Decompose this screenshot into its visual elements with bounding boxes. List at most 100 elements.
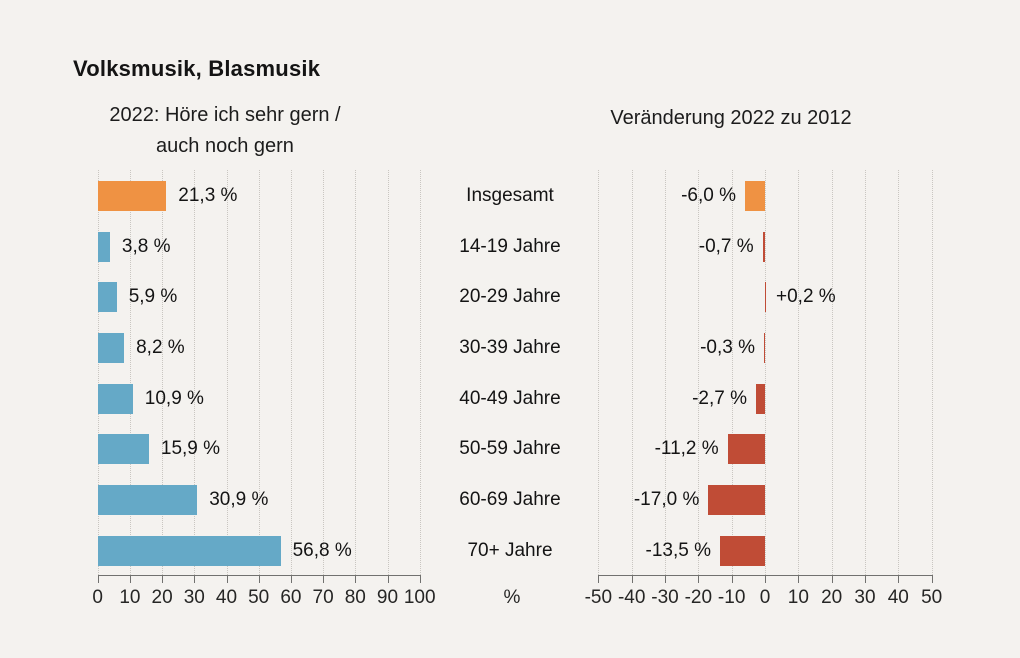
gridline <box>290 170 292 575</box>
value-label-change: +0,2 % <box>776 286 836 308</box>
value-label-2022: 56,8 % <box>292 539 352 561</box>
axis-tick <box>765 575 766 583</box>
gridline <box>419 170 421 575</box>
gridline <box>631 170 633 575</box>
right-chart-title: Veränderung 2022 zu 2012 <box>610 107 852 129</box>
gridline <box>864 170 866 575</box>
bar-2022-insgesamt <box>97 181 167 211</box>
axis-tick <box>258 575 260 583</box>
bar-2022-50-59-jahre <box>97 434 149 465</box>
bar-change-insgesamt <box>745 181 765 211</box>
bar-change-70-jahre <box>720 535 765 566</box>
axis-tick-label: 10 <box>119 587 141 608</box>
axis-tick-label: 30 <box>183 587 205 608</box>
value-label-2022: 15,9 % <box>160 438 221 460</box>
gridline <box>162 170 164 575</box>
value-label-change: -0,7 % <box>698 235 754 257</box>
axis-tick <box>355 575 357 583</box>
value-label-change: -11,2 % <box>654 438 719 460</box>
gridline <box>194 170 196 575</box>
gridline <box>698 170 700 575</box>
axis-tick-label: 0 <box>92 587 103 608</box>
value-label-2022: 21,3 % <box>178 185 238 206</box>
axis-tick-label: 80 <box>344 587 366 608</box>
axis-tick-label: -20 <box>684 587 713 608</box>
gridline <box>798 170 800 575</box>
axis-tick-label: -30 <box>651 587 679 608</box>
value-label-change: -0,3 % <box>700 336 755 358</box>
axis-tick-label: 40 <box>887 587 909 608</box>
axis-tick-label: -10 <box>717 587 746 608</box>
category-label-70-jahre: 70+ Jahre <box>467 539 553 561</box>
axis-tick-label: -50 <box>584 587 613 608</box>
axis-tick-label: 50 <box>921 587 943 608</box>
axis-tick <box>665 575 666 583</box>
category-label-30-39-jahre: 30-39 Jahre <box>459 336 561 358</box>
axis-tick <box>931 575 933 583</box>
gridline <box>598 170 600 575</box>
bar-2022-60-69-jahre <box>97 484 198 515</box>
gridline <box>129 170 131 575</box>
axis-tick <box>631 575 633 583</box>
axis-tick <box>831 575 833 583</box>
category-label-40-49-jahre: 40-49 Jahre <box>459 387 561 409</box>
axis-tick-label: 10 <box>787 587 809 608</box>
axis-tick-label: -40 <box>617 587 646 608</box>
gridline <box>831 170 833 575</box>
category-label-14-19-jahre: 14-19 Jahre <box>459 235 561 257</box>
axis-tick-label: 0 <box>759 587 771 608</box>
value-label-2022: 3,8 % <box>121 235 171 257</box>
axis-tick <box>798 575 800 583</box>
bar-change-60-69-jahre <box>708 484 765 515</box>
axis-tick <box>194 575 196 583</box>
axis-tick <box>97 575 99 583</box>
value-label-change: -6,0 % <box>681 185 737 206</box>
axis-tick-label: 30 <box>854 587 876 608</box>
value-label-2022: 8,2 % <box>136 336 185 358</box>
gridline <box>258 170 260 575</box>
axis-tick <box>898 575 900 583</box>
axis-tick-label: 100 <box>403 587 436 608</box>
axis-tick <box>323 575 325 583</box>
axis-tick <box>731 575 733 583</box>
value-label-change: -13,5 % <box>645 539 712 561</box>
axis-tick-label: 50 <box>248 587 270 608</box>
gridline <box>323 170 325 575</box>
value-label-2022: 5,9 % <box>128 286 178 308</box>
left-chart-title: 2022: Höre ich sehr gern / auch noch ger… <box>109 104 341 157</box>
bar-2022-14-19-jahre <box>97 231 110 262</box>
bar-change-50-59-jahre <box>727 434 765 465</box>
gridline <box>387 170 389 575</box>
axis-tick <box>698 575 700 583</box>
category-label-50-59-jahre: 50-59 Jahre <box>459 438 561 460</box>
gridline <box>898 170 900 575</box>
gridline <box>931 170 933 575</box>
bar-2022-20-29-jahre <box>97 282 117 313</box>
axis-tick-label: 90 <box>376 587 399 608</box>
gridline <box>765 170 766 575</box>
axis-tick-label: 40 <box>215 587 238 608</box>
gridline <box>665 170 666 575</box>
axis-tick <box>864 575 866 583</box>
value-label-change: -17,0 % <box>633 488 700 510</box>
value-label-change: -2,7 % <box>692 387 748 409</box>
category-label-60-69-jahre: 60-69 Jahre <box>459 488 561 510</box>
axis-tick <box>290 575 292 583</box>
axis-tick <box>162 575 164 583</box>
bar-2022-30-39-jahre <box>97 332 125 363</box>
bar-change-20-29-jahre <box>765 282 766 313</box>
gridline <box>226 170 228 575</box>
bar-change-40-49-jahre <box>756 383 765 414</box>
axis-tick <box>598 575 600 583</box>
figure-title: Volksmusik, Blasmusik <box>73 56 321 81</box>
axis-tick-label: 70 <box>312 587 334 608</box>
gridline <box>731 170 733 575</box>
category-label-20-29-jahre: 20-29 Jahre <box>459 286 561 308</box>
value-label-2022: 10,9 % <box>144 387 204 409</box>
gridline <box>97 170 99 575</box>
gridline <box>355 170 357 575</box>
axis-tick <box>419 575 421 583</box>
axis-tick-label: 20 <box>821 587 843 608</box>
